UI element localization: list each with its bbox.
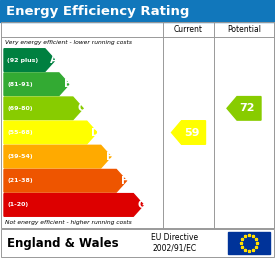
Polygon shape	[172, 121, 205, 144]
Bar	[0, 228, 275, 258]
Polygon shape	[4, 97, 83, 120]
Text: C: C	[78, 103, 85, 113]
Text: EU Directive
2002/91/EC: EU Directive 2002/91/EC	[152, 233, 199, 253]
Bar	[0, 0, 275, 22]
Polygon shape	[227, 96, 261, 120]
Text: Current: Current	[174, 25, 203, 34]
Polygon shape	[4, 121, 97, 144]
Text: (1-20): (1-20)	[7, 203, 28, 207]
Polygon shape	[4, 49, 55, 71]
Text: England & Wales: England & Wales	[7, 237, 119, 249]
Text: (55-68): (55-68)	[7, 130, 33, 135]
Polygon shape	[4, 194, 144, 216]
Text: (69-80): (69-80)	[7, 106, 32, 111]
Text: (39-54): (39-54)	[7, 154, 33, 159]
Text: Energy Efficiency Rating: Energy Efficiency Rating	[6, 4, 189, 18]
Text: E: E	[106, 152, 113, 162]
Text: Not energy efficient - higher running costs: Not energy efficient - higher running co…	[5, 220, 132, 225]
Text: G: G	[138, 200, 146, 210]
Polygon shape	[4, 145, 111, 168]
Polygon shape	[4, 73, 69, 95]
Text: (92 plus): (92 plus)	[7, 58, 38, 63]
Text: 59: 59	[184, 127, 199, 138]
Text: Very energy efficient - lower running costs: Very energy efficient - lower running co…	[5, 40, 132, 45]
Text: A: A	[50, 55, 58, 65]
Text: (81-91): (81-91)	[7, 82, 33, 87]
Text: F: F	[121, 176, 128, 186]
Bar	[1, 22, 274, 228]
Polygon shape	[4, 170, 126, 192]
Bar	[228, 232, 270, 254]
Text: B: B	[64, 79, 72, 89]
Text: 72: 72	[239, 103, 255, 113]
Text: D: D	[91, 127, 100, 138]
Text: Potential: Potential	[227, 25, 261, 34]
Text: (21-38): (21-38)	[7, 178, 33, 183]
